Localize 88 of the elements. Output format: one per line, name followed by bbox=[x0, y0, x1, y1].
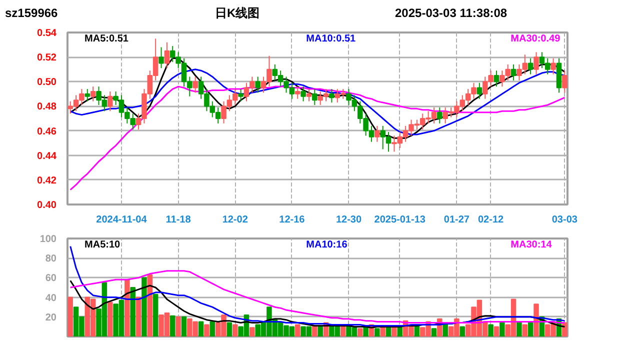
x-tick-label: 11-18 bbox=[166, 214, 192, 226]
bar bbox=[232, 324, 238, 336]
candlestick bbox=[84, 88, 90, 102]
bar bbox=[210, 321, 216, 336]
bar bbox=[250, 327, 255, 336]
y-tick-label: 0.52 bbox=[37, 52, 57, 64]
bar bbox=[294, 324, 300, 336]
chart-title: 日K线图 bbox=[215, 5, 260, 22]
bar bbox=[318, 326, 323, 336]
candlestick bbox=[255, 76, 260, 94]
y-tick-label: 0.40 bbox=[37, 200, 57, 211]
bar bbox=[181, 316, 187, 336]
bar bbox=[442, 324, 448, 336]
bar bbox=[374, 328, 380, 336]
y-tick-label: 20 bbox=[45, 312, 57, 324]
candlestick bbox=[494, 70, 500, 88]
y-tick-label: 40 bbox=[45, 292, 57, 304]
y-tick-label: 60 bbox=[45, 273, 57, 284]
bar bbox=[204, 324, 210, 336]
x-tick-label: 02-12 bbox=[478, 214, 504, 226]
y-tick-label: 0.48 bbox=[37, 102, 57, 113]
text: 2025-03-03 11:38:08 bbox=[395, 5, 508, 22]
bar bbox=[152, 294, 158, 336]
candlestick bbox=[306, 88, 312, 102]
y-tick-label: 0.46 bbox=[37, 126, 57, 138]
candlestick bbox=[374, 125, 380, 142]
x-tick-label: 2024-11-04 bbox=[96, 214, 148, 226]
bar bbox=[312, 325, 318, 336]
bar bbox=[226, 322, 232, 336]
bar bbox=[357, 328, 363, 336]
bar bbox=[431, 328, 437, 336]
candlestick bbox=[158, 46, 164, 69]
bar bbox=[147, 274, 153, 336]
bar bbox=[136, 296, 142, 336]
bar bbox=[380, 326, 386, 336]
line-series bbox=[70, 270, 566, 324]
text: MA30:0.49 bbox=[510, 34, 561, 44]
candlestick bbox=[164, 42, 170, 69]
candlestick bbox=[238, 88, 244, 102]
text: sz159966 bbox=[5, 5, 58, 22]
text: MA10:0.51 bbox=[306, 34, 356, 44]
y-tick-label: 0.44 bbox=[37, 150, 57, 162]
y-tick-label: 0.50 bbox=[37, 77, 57, 88]
candlestick bbox=[437, 106, 442, 124]
candlestick bbox=[312, 88, 318, 106]
bar bbox=[107, 302, 113, 336]
x-tick-label: 2025-01-13 bbox=[374, 214, 426, 226]
candlestick bbox=[107, 90, 113, 112]
y-tick-label: 0.42 bbox=[37, 175, 57, 186]
text: MA5:0.51 bbox=[84, 34, 129, 44]
bar bbox=[176, 316, 181, 336]
candlestick bbox=[510, 64, 516, 81]
bar bbox=[142, 277, 147, 336]
bar bbox=[562, 322, 568, 336]
candlestick bbox=[300, 86, 306, 102]
bar bbox=[528, 322, 534, 336]
text: MA30:14 bbox=[510, 240, 552, 250]
bar bbox=[392, 327, 397, 336]
y-tick-label: 100 bbox=[40, 234, 57, 245]
candlestick bbox=[528, 58, 534, 75]
y-tick-label: 80 bbox=[45, 254, 57, 265]
candlestick bbox=[294, 86, 300, 100]
x-tick-label: 01-27 bbox=[444, 214, 470, 226]
bar bbox=[130, 287, 136, 336]
candlestick bbox=[476, 82, 482, 100]
bar bbox=[198, 321, 204, 336]
candlestick bbox=[534, 52, 539, 75]
text: MA10:16 bbox=[306, 240, 348, 250]
bar bbox=[124, 279, 130, 336]
bar bbox=[516, 321, 522, 336]
x-tick-label: 03-03 bbox=[552, 214, 578, 226]
candlestick bbox=[329, 88, 334, 104]
bar bbox=[68, 296, 73, 336]
bar bbox=[488, 324, 494, 336]
y-tick-label: 0.54 bbox=[37, 28, 57, 39]
bar bbox=[494, 326, 500, 336]
bar bbox=[170, 315, 176, 336]
text: MA5:10 bbox=[84, 240, 121, 250]
candlestick bbox=[550, 58, 556, 75]
candlestick bbox=[90, 86, 96, 102]
bar bbox=[522, 324, 528, 336]
x-tick-label: 12-16 bbox=[279, 214, 306, 226]
candlestick bbox=[192, 76, 198, 94]
x-tick-label: 12-30 bbox=[336, 214, 362, 226]
x-tick-label: 12-02 bbox=[222, 214, 248, 226]
bar bbox=[460, 326, 466, 336]
candlestick bbox=[562, 70, 568, 94]
bar bbox=[500, 322, 505, 336]
